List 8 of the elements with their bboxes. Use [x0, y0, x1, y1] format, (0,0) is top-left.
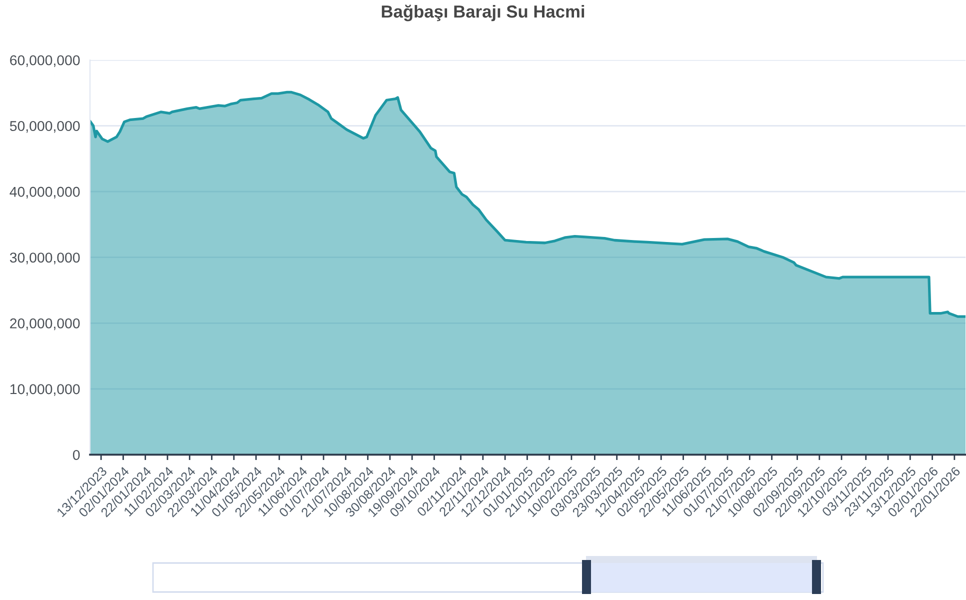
y-tick-label: 60,000,000 — [10, 55, 80, 67]
y-tick-label: 10,000,000 — [10, 384, 80, 396]
y-tick-label: 50,000,000 — [10, 121, 80, 133]
chart-title: Bağbaşı Barajı Su Hacmi — [382, 4, 584, 22]
y-tick-label: 0 — [72, 450, 80, 460]
y-tick-label: 30,000,000 — [10, 252, 80, 264]
y-tick-label: 40,000,000 — [10, 186, 80, 199]
y-tick-label: 20,000,000 — [10, 318, 80, 330]
